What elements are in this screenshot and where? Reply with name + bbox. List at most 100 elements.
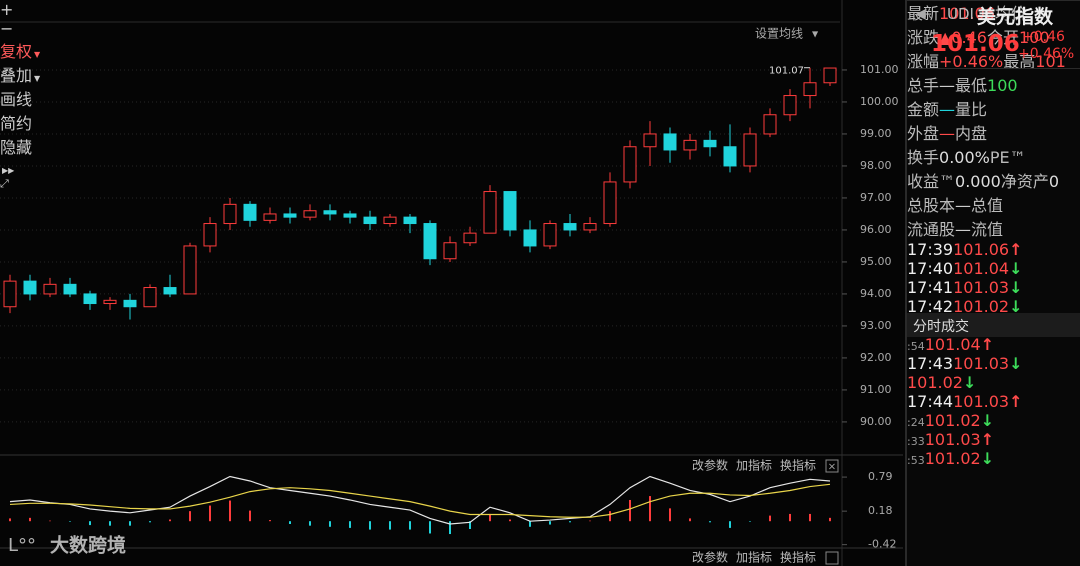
trade-arrow: ↓	[1009, 297, 1023, 316]
stat-label: 总值	[971, 196, 1004, 215]
candle-body	[483, 191, 497, 234]
candle-body	[303, 210, 317, 218]
close-button[interactable]	[825, 551, 839, 565]
candle-body	[203, 223, 217, 247]
indicator-button[interactable]: 换指标	[780, 458, 816, 473]
toolbar-button[interactable]: −	[0, 19, 20, 38]
toolbar-button[interactable]: 画线	[0, 86, 36, 110]
candle-body	[403, 216, 417, 225]
candle-body	[803, 82, 817, 97]
stat-row: 涨跌▲0.46今开100	[907, 24, 1080, 48]
toolbar-button[interactable]: 隐藏 ▶▶	[0, 134, 40, 177]
trade-row: :53101.02↓	[907, 449, 1080, 468]
y-tick-label: 100.00	[860, 95, 899, 108]
trade-row: 17:41101.03↓	[907, 0, 1080, 297]
back-arrow[interactable]: ◀	[915, 6, 926, 22]
indicator-button[interactable]: 加指标	[736, 550, 772, 565]
stat-label: 均价	[995, 4, 1028, 23]
candle-body	[3, 280, 17, 308]
candle-body	[543, 223, 557, 247]
toolbar-button[interactable]: 简约	[0, 110, 38, 134]
chart-area: 设置均线 ▼ 改参数 加指标 换指标 × 改参数 加指标 换指标 大数跨境 ᒪ°…	[0, 0, 903, 566]
candle-body	[183, 245, 197, 295]
trade-arrow: ↑	[1009, 392, 1023, 411]
candle-body	[343, 213, 357, 218]
toolbar-button[interactable]: 叠加 ▼	[0, 62, 44, 86]
stat-label: PE™	[989, 148, 1026, 167]
trade-row: :33101.03↑	[907, 430, 1080, 449]
stat-label: 净资产	[1000, 172, 1049, 191]
y-tick-label: 91.00	[860, 383, 892, 396]
trade-row: 17:44101.03↑	[907, 0, 1080, 411]
stat-label: 内盘	[955, 124, 988, 143]
indicator-button[interactable]: 加指标	[736, 458, 772, 473]
stat-label: 量比	[955, 100, 988, 119]
high-annotation: 101.07	[769, 66, 804, 77]
close-button[interactable]	[825, 459, 839, 473]
stat-value: —	[939, 76, 956, 95]
y-tick-label: 94.00	[860, 287, 892, 300]
change-pct: +0.46%	[1018, 46, 1075, 62]
stat-label: 最高	[1003, 52, 1036, 71]
button-label: 画线	[0, 90, 33, 109]
trade-row: 17:43101.03↓	[907, 0, 1080, 373]
stat-value: 0	[1048, 172, 1060, 191]
stat-label: 换手	[907, 148, 940, 167]
candle-body	[443, 242, 457, 260]
trade-row: 17:39101.06↑	[907, 0, 1080, 259]
stat-label: 最低	[955, 76, 988, 95]
divider	[907, 68, 1080, 69]
dropdown-icon: ▼	[812, 30, 819, 39]
trade-time: 17:42	[907, 297, 954, 316]
trade-row: 17:40101.04↓	[907, 0, 1080, 278]
y-tick-label: 92.00	[860, 351, 892, 364]
macd-line	[9, 475, 831, 525]
indicator-button[interactable]: 改参数	[692, 550, 728, 565]
candle-body	[323, 210, 337, 215]
candle-body	[643, 133, 657, 148]
y-tick-label: 90.00	[860, 415, 892, 428]
stat-row: 换手0.00%PE™	[907, 144, 1080, 168]
indicator-button[interactable]: 换指标	[780, 550, 816, 565]
ma-setting[interactable]: 设置均线	[755, 27, 803, 41]
stat-value: +0.46%	[939, 52, 1004, 71]
candle-body	[23, 280, 37, 295]
stat-row: 涨幅+0.46%最高101	[907, 48, 1080, 72]
y-tick-label: 99.00	[860, 127, 892, 140]
candle-body	[703, 139, 717, 148]
trade-price: 101.03	[924, 430, 981, 449]
stat-row: 流通股—流值	[907, 216, 1080, 240]
candle-body	[83, 293, 97, 305]
candle-body	[503, 191, 517, 231]
trade-row: :24101.02↓	[907, 411, 1080, 430]
stat-value: 100	[987, 76, 1018, 95]
toolbar-button[interactable]: 复权 ▼	[0, 38, 44, 62]
trade-arrow: ↓	[1009, 259, 1023, 278]
toolbar: + − 复权 ▼ 叠加 ▼ 画线 简约 隐藏▶▶ ⤢	[0, 0, 1080, 191]
candle-body	[723, 146, 737, 167]
toolbar-button[interactable]: ⤢	[0, 177, 9, 190]
trade-time: :53	[907, 454, 925, 467]
candle-body	[43, 283, 57, 295]
trade-arrow: ↓	[1009, 278, 1023, 297]
trade-price: 101.04	[924, 335, 981, 354]
candle-body	[163, 287, 177, 295]
candle-body	[523, 229, 537, 247]
watermark: 大数跨境	[50, 534, 126, 557]
stat-label: 收益™	[907, 172, 956, 191]
trade-price: 101.03	[953, 392, 1010, 411]
candle-body	[423, 223, 437, 260]
trade-arrow: ↓	[1009, 354, 1023, 373]
trade-price: 101.04	[953, 259, 1010, 278]
y-tick-label: 93.00	[860, 319, 892, 332]
stat-label: 总股本	[907, 196, 956, 215]
trade-arrow: ↑	[980, 335, 995, 354]
button-label: 复权	[0, 42, 33, 61]
candle-body	[363, 216, 377, 225]
more-icon: ▶▶	[2, 166, 15, 175]
indicator-button[interactable]: 改参数	[692, 458, 728, 473]
candle-body	[623, 146, 637, 183]
change: +0.46	[1022, 29, 1065, 45]
toolbar-button[interactable]: +	[0, 0, 20, 19]
